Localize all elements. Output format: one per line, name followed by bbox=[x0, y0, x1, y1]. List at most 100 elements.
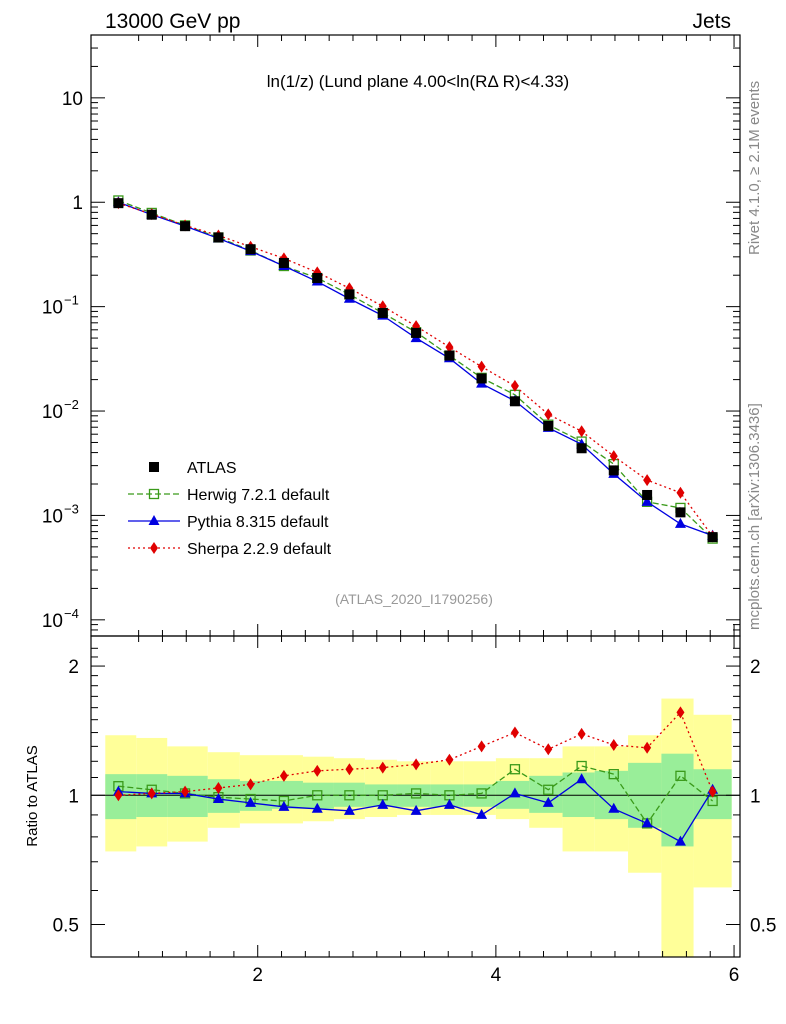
series-atlas bbox=[113, 198, 718, 543]
data-point-sherpa bbox=[676, 486, 685, 499]
legend-entry-herwig: Herwig 7.2.1 default bbox=[128, 487, 330, 504]
legend-marker-atlas bbox=[149, 462, 159, 472]
y-tick-exponent: −2 bbox=[64, 397, 79, 412]
plot-frame bbox=[90, 635, 741, 958]
ratio-y-axis-label: Ratio to ATLAS bbox=[24, 745, 41, 846]
data-point-atlas bbox=[707, 532, 718, 543]
series-line-pythia bbox=[118, 201, 713, 537]
data-point-pythia bbox=[641, 817, 653, 828]
data-point-atlas bbox=[411, 327, 422, 338]
y-tick-label: 10 bbox=[42, 611, 63, 632]
data-point-sherpa bbox=[609, 450, 618, 463]
data-point-sherpa bbox=[544, 408, 553, 421]
data-point-sherpa bbox=[676, 706, 685, 719]
data-point-sherpa bbox=[279, 769, 288, 782]
y-tick-label: 1 bbox=[68, 786, 79, 807]
uncertainty-bands bbox=[105, 698, 732, 957]
data-point-atlas bbox=[444, 350, 455, 361]
data-point-sherpa bbox=[214, 781, 223, 794]
legend-marker-sherpa bbox=[150, 542, 158, 554]
y-tick-label-right: 1 bbox=[750, 786, 761, 807]
x-tick-label: 2 bbox=[252, 965, 263, 986]
data-point-pythia bbox=[476, 808, 488, 819]
data-point-pythia bbox=[674, 517, 686, 528]
data-point-pythia bbox=[311, 802, 323, 813]
data-point-atlas bbox=[377, 307, 388, 318]
data-point-sherpa bbox=[577, 727, 586, 740]
band-inner-bin bbox=[239, 780, 273, 811]
data-point-sherpa bbox=[114, 789, 123, 802]
data-point-sherpa bbox=[445, 753, 454, 766]
series-sherpa bbox=[114, 706, 717, 802]
y-tick-label-right: 0.5 bbox=[750, 915, 776, 936]
data-point-sherpa bbox=[445, 341, 454, 354]
data-point-pythia bbox=[278, 800, 290, 811]
data-point-sherpa bbox=[510, 726, 519, 739]
y-tick-label: 10 bbox=[42, 402, 63, 423]
header-beam: 13000 GeV pp bbox=[105, 10, 240, 33]
data-point-pythia bbox=[410, 804, 422, 815]
y-tick-label: 10 bbox=[42, 298, 63, 319]
legend-entry-atlas: ATLAS bbox=[149, 460, 237, 477]
data-point-pythia bbox=[608, 802, 620, 813]
data-point-sherpa bbox=[708, 785, 717, 798]
data-point-herwig bbox=[509, 764, 521, 775]
data-point-atlas bbox=[675, 507, 686, 518]
legend-label-sherpa: Sherpa 2.2.9 default bbox=[187, 541, 332, 558]
data-point-pythia bbox=[641, 495, 653, 506]
data-point-herwig bbox=[344, 790, 355, 801]
data-point-sherpa bbox=[246, 778, 255, 791]
data-point-pythia bbox=[509, 787, 521, 798]
y-tick-exponent: −1 bbox=[64, 293, 79, 308]
data-point-atlas bbox=[509, 396, 520, 407]
legend-label-herwig: Herwig 7.2.1 default bbox=[187, 487, 330, 504]
data-point-herwig bbox=[312, 790, 323, 801]
data-point-pythia bbox=[343, 804, 355, 815]
data-point-atlas bbox=[543, 420, 554, 431]
data-point-pythia bbox=[245, 796, 257, 807]
y-tick-exponent: −4 bbox=[64, 606, 79, 621]
legend: ATLAS Herwig 7.2.1 default Pythia 8.315 de… bbox=[128, 460, 332, 558]
data-point-sherpa bbox=[643, 741, 652, 754]
y-tick-label: 0.5 bbox=[53, 915, 79, 936]
legend-entry-sherpa: Sherpa 2.2.9 default bbox=[128, 541, 332, 558]
data-point-herwig bbox=[410, 788, 422, 799]
data-point-sherpa bbox=[181, 785, 190, 798]
data-point-atlas bbox=[278, 257, 289, 268]
data-point-herwig bbox=[675, 770, 686, 781]
data-point-herwig bbox=[543, 784, 554, 795]
data-point-atlas bbox=[245, 244, 256, 255]
ratio-plot-panel: 2 4 6 0.5 0.5 1 1 2 2 bbox=[53, 635, 776, 986]
data-point-atlas bbox=[180, 221, 191, 232]
data-point-sherpa bbox=[643, 474, 652, 487]
data-point-atlas bbox=[146, 209, 157, 220]
data-point-sherpa bbox=[313, 764, 322, 777]
data-point-sherpa bbox=[477, 740, 486, 753]
data-point-atlas bbox=[642, 489, 653, 500]
header-process: Jets bbox=[692, 10, 731, 33]
y-tick-exponent: −3 bbox=[64, 501, 79, 516]
data-point-sherpa bbox=[510, 379, 519, 392]
data-point-atlas bbox=[113, 198, 124, 209]
band-inner-bin bbox=[661, 753, 694, 847]
legend-label-atlas: ATLAS bbox=[187, 460, 237, 477]
data-point-herwig bbox=[476, 788, 487, 799]
data-point-pythia bbox=[674, 835, 686, 846]
x-tick-label: 4 bbox=[491, 965, 502, 986]
main-plot-title: ln(1/z) (Lund plane 4.00<ln(RΔ R)<4.33) bbox=[267, 72, 569, 91]
rivet-version-label: Rivet 4.1.0, ≥ 2.1M events bbox=[746, 80, 763, 255]
data-point-sherpa bbox=[577, 425, 586, 438]
mcplots-source-label: mcplots.cern.ch [arXiv:1306.3436] bbox=[746, 403, 763, 630]
data-point-pythia bbox=[443, 798, 455, 809]
data-point-sherpa bbox=[609, 738, 618, 751]
legend-label-pythia: Pythia 8.315 default bbox=[187, 514, 329, 531]
data-point-sherpa bbox=[544, 743, 553, 756]
data-point-herwig bbox=[576, 760, 587, 772]
legend-marker-pythia bbox=[148, 515, 160, 525]
data-point-atlas bbox=[576, 443, 587, 454]
data-point-pythia bbox=[377, 798, 389, 809]
y-tick-label-right: 2 bbox=[750, 657, 761, 678]
data-point-pythia bbox=[542, 796, 554, 807]
data-point-atlas bbox=[312, 273, 323, 284]
